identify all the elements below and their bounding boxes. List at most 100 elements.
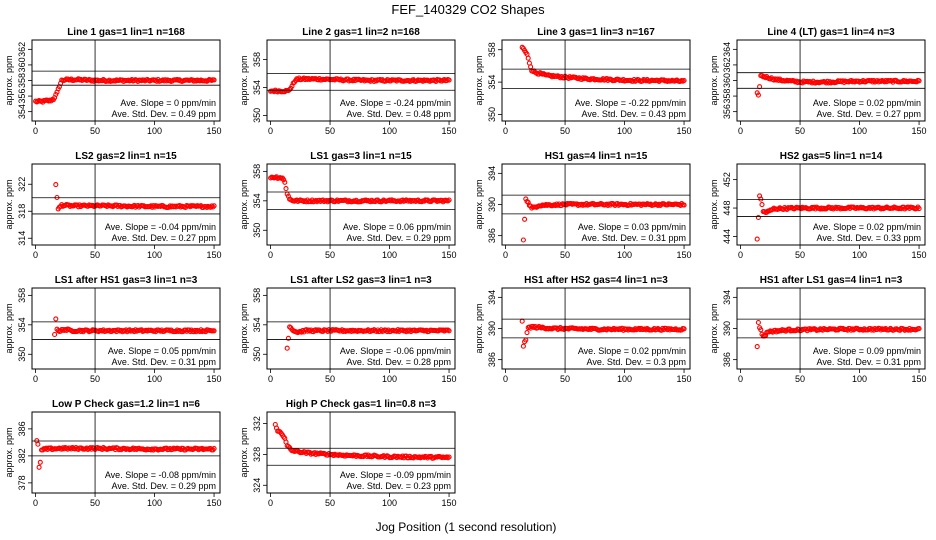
y-tick-label: 378 [17, 475, 27, 490]
data-point [520, 237, 526, 243]
slope-text: Ave. Slope = -0.04 ppm/min [105, 222, 216, 232]
slope-text: Ave. Slope = 0.02 ppm/min [813, 222, 921, 232]
panel-title: HS2 gas=5 lin=1 n=14 [780, 151, 883, 162]
x-tick-label: 50 [795, 250, 805, 260]
x-tick-label: 0 [33, 498, 38, 508]
y-tick-label: 394 [722, 290, 732, 305]
x-tick-label: 100 [852, 374, 867, 384]
std-dev-text: Ave. Std. Dev. = 0.33 ppm [817, 233, 921, 243]
y-tick-label: 448 [722, 201, 732, 216]
x-tick-label: 0 [268, 374, 273, 384]
slope-text: Ave. Slope = 0.05 ppm/min [108, 346, 216, 356]
data-points [284, 324, 452, 351]
std-dev-text: Ave. Std. Dev. = 0.28 ppm [347, 357, 451, 367]
slope-text: Ave. Slope = 0.09 ppm/min [813, 346, 921, 356]
x-tick-label: 50 [560, 126, 570, 136]
y-axis-label: approx. ppm [709, 55, 719, 105]
x-tick-label: 100 [382, 126, 397, 136]
y-axis-label: approx. ppm [709, 179, 719, 229]
data-point [37, 459, 43, 465]
panel-6: LS1 gas=3 lin=1 n=15 0 50 100 150 350 354 358ap… [239, 151, 457, 260]
x-tick-label: 100 [617, 126, 632, 136]
y-tick-label: 350 [487, 107, 497, 122]
y-tick-label: 354 [252, 193, 262, 208]
y-tick-label: 350 [252, 347, 262, 362]
y-axis-label: approx. ppm [709, 303, 719, 353]
data-point [519, 44, 525, 50]
panel-title: Line 1 gas=1 lin=1 n=168 [67, 27, 185, 38]
y-tick-label: 354 [487, 75, 497, 90]
data-points [754, 193, 922, 242]
y-tick-label: 318 [17, 204, 27, 219]
data-points [272, 421, 452, 461]
data-point [755, 214, 761, 221]
panel-3: Line 3 gas=1 lin=3 n=167 0 50 100 150 350 354 3… [474, 27, 692, 136]
y-tick-label: 358 [487, 42, 497, 57]
y-tick-label: 386 [17, 421, 27, 436]
data-point [916, 78, 922, 84]
y-tick-label: 324 [252, 478, 262, 493]
y-tick-label: 390 [722, 321, 732, 336]
plot-frame [31, 163, 221, 246]
x-tick-label: 150 [677, 250, 692, 260]
std-dev-text: Ave. Std. Dev. = 0.31 ppm [817, 357, 921, 367]
y-tick-label: 358 [17, 288, 27, 303]
y-tick-label: 394 [487, 166, 497, 181]
x-tick-label: 0 [503, 250, 508, 260]
y-tick-label: 350 [17, 347, 27, 362]
data-point [520, 343, 526, 349]
data-points [754, 73, 922, 98]
x-tick-label: 100 [147, 498, 162, 508]
y-axis-label: approx. ppm [239, 427, 249, 477]
y-tick-label: 322 [17, 177, 27, 192]
data-point [211, 77, 217, 83]
x-tick-label: 100 [147, 374, 162, 384]
x-tick-label: 50 [795, 126, 805, 136]
slope-text: Ave. Slope = -0.08 ppm/min [105, 470, 216, 480]
std-dev-text: Ave. Std. Dev. = 0.48 ppm [347, 109, 451, 119]
x-tick-label: 150 [912, 126, 927, 136]
data-point [446, 197, 452, 203]
y-tick-label: 358 [252, 288, 262, 303]
y-tick-label: 354 [17, 104, 27, 119]
plot-frame [266, 163, 456, 246]
y-tick-label: 382 [17, 448, 27, 463]
panel-10: LS1 after LS2 gas=3 lin=1 n=3 0 50 100 150 35… [239, 275, 457, 384]
panel-title: Line 3 gas=1 lin=3 n=167 [537, 27, 655, 38]
x-tick-label: 50 [325, 498, 335, 508]
x-tick-label: 50 [90, 250, 100, 260]
x-axis-label: Jog Position (1 second resolution) [376, 520, 557, 534]
data-point [210, 204, 216, 210]
x-tick-label: 150 [912, 374, 927, 384]
y-tick-label: 390 [487, 197, 497, 212]
data-point [282, 179, 288, 185]
x-tick-label: 150 [207, 250, 222, 260]
y-tick-label: 314 [17, 231, 27, 246]
x-tick-label: 150 [442, 126, 457, 136]
plot-frame [501, 39, 691, 122]
std-dev-text: Ave. Std. Dev. = 0.23 ppm [347, 481, 451, 491]
slope-text: Ave. Slope = 0.02 ppm/min [813, 98, 921, 108]
std-dev-text: Ave. Std. Dev. = 0.29 ppm [347, 233, 451, 243]
panel-title: HS1 gas=4 lin=1 n=15 [545, 151, 648, 162]
panel-12: HS1 after LS1 gas=4 lin=1 n=3 0 50 100 150 38… [709, 275, 927, 384]
data-point [681, 326, 687, 332]
x-tick-label: 150 [207, 374, 222, 384]
std-dev-text: Ave. Std. Dev. = 0.27 ppm [817, 109, 921, 119]
std-dev-text: Ave. Std. Dev. = 0.43 ppm [582, 109, 686, 119]
x-tick-label: 0 [33, 374, 38, 384]
std-dev-text: Ave. Std. Dev. = 0.3 ppm [587, 357, 686, 367]
data-point [754, 344, 760, 350]
slope-text: Ave. Slope = -0.22 ppm/min [575, 98, 686, 108]
y-tick-label: 356 [17, 89, 27, 104]
y-tick-label: 328 [252, 447, 262, 462]
slope-text: Ave. Slope = 0 ppm/min [120, 98, 216, 108]
panel-5: LS2 gas=2 lin=1 n=15 0 50 100 150 314 318 322ap… [4, 151, 222, 260]
panel-2: Line 2 gas=1 lin=2 n=168 0 50 100 150 350 354 3… [239, 27, 457, 136]
x-tick-label: 150 [677, 126, 692, 136]
data-point [755, 319, 761, 326]
slope-text: Ave. Slope = 0.02 ppm/min [578, 346, 686, 356]
y-axis-label: approx. ppm [239, 179, 249, 229]
data-point [681, 202, 687, 208]
